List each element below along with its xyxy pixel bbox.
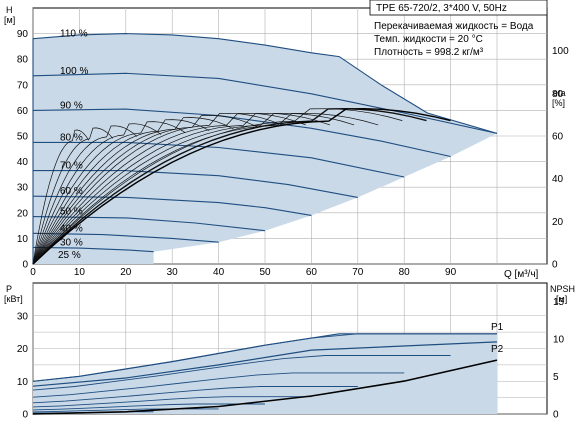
efficiency-curve bbox=[32, 112, 306, 265]
info-line-3: Плотность = 998.2 кг/м³ bbox=[374, 47, 484, 58]
efficiency-curve bbox=[32, 115, 258, 265]
p-axis-label: P bbox=[6, 284, 12, 294]
y2-tick-label: 20 bbox=[552, 217, 564, 228]
speed-curve bbox=[33, 170, 358, 198]
x-tick-label: 80 bbox=[399, 267, 411, 278]
speed-curve bbox=[32, 108, 451, 158]
y-tick-label: 40 bbox=[17, 157, 29, 168]
npsh-axis-label: NPSH bbox=[550, 284, 575, 294]
efficiency-curve bbox=[32, 112, 355, 265]
speed-label: 60 % bbox=[60, 186, 83, 197]
speed-curve bbox=[32, 72, 498, 134]
y-tick-label: 80 bbox=[17, 55, 29, 66]
speed-label: 110 % bbox=[60, 29, 88, 40]
efficiency-curve bbox=[32, 127, 114, 265]
efficiency-curve bbox=[32, 129, 89, 265]
speed-label: 25 % bbox=[58, 250, 81, 261]
head-efficiency-panel: 110 %100 %90 %80 %70 %60 %50 %40 %30 %25… bbox=[4, 0, 569, 280]
efficiency-curve bbox=[32, 119, 210, 265]
power-curve bbox=[32, 396, 312, 408]
efficiency-curve bbox=[32, 107, 451, 265]
y-tick-label: 50 bbox=[17, 132, 29, 143]
speed-curve bbox=[33, 141, 405, 178]
speed-curve bbox=[32, 33, 498, 134]
power-curve bbox=[32, 355, 451, 391]
x-tick-label: 50 bbox=[259, 267, 271, 278]
y2-tick-label: 40 bbox=[552, 174, 564, 185]
speed-label: 30 % bbox=[60, 237, 83, 248]
x-tick-label: 90 bbox=[445, 267, 457, 278]
x-tick-label: 30 bbox=[167, 267, 179, 278]
p-tick-label: 30 bbox=[17, 311, 29, 322]
y-tick-label: 90 bbox=[17, 29, 29, 40]
x-tick-label: 70 bbox=[352, 267, 364, 278]
info-line-2: Темп. жидкости = 20 °C bbox=[374, 34, 483, 45]
y-tick-label: 30 bbox=[17, 183, 29, 194]
speed-curve bbox=[32, 195, 312, 216]
power-curves bbox=[32, 333, 498, 414]
y2-axis-label: eta bbox=[553, 88, 566, 98]
npsh-tick-label: 10 bbox=[553, 335, 565, 346]
y-tick-label: 10 bbox=[17, 234, 29, 245]
y2-tick-label: 100 bbox=[552, 46, 569, 57]
series-label-p2: P2 bbox=[491, 344, 504, 355]
y2-tick-label: 60 bbox=[552, 132, 564, 143]
efficiency-curve bbox=[32, 112, 282, 265]
efficiency-curve bbox=[32, 117, 234, 265]
top-axis-ticks: 0 10 20 30 40 50 60 70 80 90 0 10 20 30 40 50 60 70 80 90 0 2… bbox=[17, 29, 569, 278]
npsh-tick-label: 0 bbox=[553, 410, 559, 421]
efficiency-curve bbox=[32, 121, 186, 265]
power-curve bbox=[32, 403, 265, 411]
x-tick-label: 60 bbox=[306, 267, 318, 278]
speed-label: 70 % bbox=[60, 161, 83, 172]
efficiency-curve bbox=[32, 125, 138, 265]
p-axis-unit: [кВт] bbox=[4, 294, 23, 304]
efficiency-curve bbox=[32, 123, 162, 265]
y-tick-label: 70 bbox=[17, 80, 29, 91]
efficiency-curve bbox=[32, 112, 331, 265]
operating-area bbox=[33, 33, 497, 264]
efficiency-curves bbox=[32, 107, 451, 265]
npsh-axis-unit: [м] bbox=[556, 294, 567, 304]
p-tick-label: 0 bbox=[22, 410, 28, 421]
chart-title: TPE 65-720/2, 3*400 V, 50Hz bbox=[376, 3, 507, 14]
y2-axis-unit: [%] bbox=[552, 98, 565, 108]
y-tick-label: 20 bbox=[17, 208, 29, 219]
power-curve bbox=[32, 372, 405, 398]
y-tick-label: 60 bbox=[17, 106, 29, 117]
x-tick-label: 10 bbox=[74, 267, 86, 278]
x-axis-label: Q [м³/ч] bbox=[504, 269, 539, 280]
info-line-1: Перекачиваемая жидкость = Вода bbox=[374, 21, 534, 32]
speed-label: 80 % bbox=[60, 132, 83, 143]
speed-label: 90 % bbox=[60, 100, 83, 111]
y2-tick-label: 0 bbox=[552, 260, 558, 271]
y2-tick-label: 80 bbox=[552, 89, 564, 100]
series-label-p1: P1 bbox=[491, 322, 504, 333]
power-curve bbox=[32, 386, 358, 404]
p-tick-label: 20 bbox=[17, 344, 29, 355]
x-tick-label: 0 bbox=[30, 267, 36, 278]
npsh-tick-label: 15 bbox=[553, 297, 565, 308]
y-axis-unit: [м] bbox=[4, 15, 15, 25]
npsh-tick-label: 5 bbox=[553, 372, 559, 383]
speed-label: 100 % bbox=[60, 66, 88, 77]
speed-label: 50 % bbox=[60, 207, 83, 218]
power-npsh-panel: 0 10 20 30 0 5 10 15 P1 P2 P [кВт] NPSH [м] bbox=[4, 282, 575, 421]
power-curve bbox=[32, 333, 497, 382]
y-tick-label: 0 bbox=[22, 260, 28, 271]
y-axis-label: H bbox=[6, 5, 13, 15]
x-tick-label: 40 bbox=[213, 267, 225, 278]
power-curve-p2 bbox=[32, 341, 498, 387]
bottom-axis-ticks: 0 10 20 30 0 5 10 15 bbox=[17, 297, 565, 420]
speed-curve bbox=[32, 232, 219, 243]
x-tick-label: 20 bbox=[120, 267, 132, 278]
p-tick-label: 10 bbox=[17, 377, 29, 388]
speed-curve bbox=[32, 246, 154, 253]
title-box bbox=[369, 0, 548, 16]
npsh-curve bbox=[32, 359, 498, 415]
